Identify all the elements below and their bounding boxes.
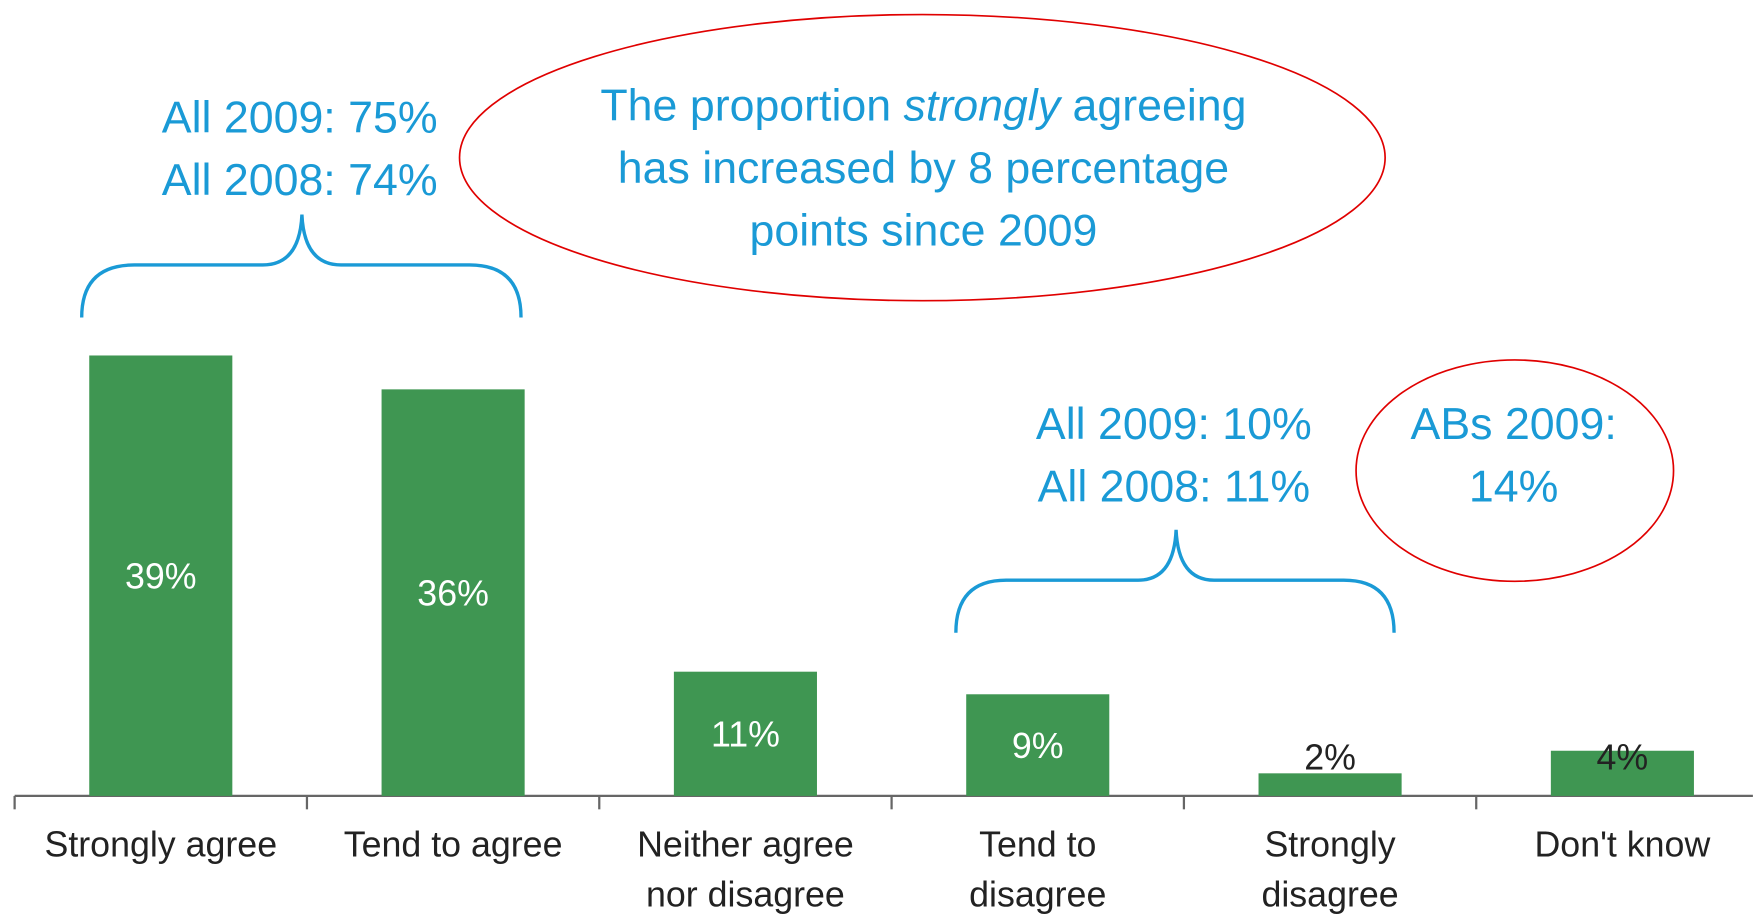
label-line: Tend to agree xyxy=(344,825,563,865)
value-label: 9% xyxy=(1012,726,1064,766)
bar xyxy=(89,355,233,796)
bar xyxy=(1258,773,1402,796)
x-tick-label: Tend to disagree xyxy=(969,825,1106,915)
value-label: 2% xyxy=(1304,738,1356,778)
label-line: Neither agree xyxy=(637,825,854,865)
label-line: disagree xyxy=(1261,875,1398,915)
annotation: All 2008: 74% xyxy=(162,156,438,205)
x-tick-label: Strongly agree xyxy=(44,825,277,865)
bar xyxy=(966,694,1110,796)
annotation-part: strongly xyxy=(904,81,1063,130)
value-label: 36% xyxy=(417,573,489,613)
annotation: All 2009: 75% xyxy=(162,94,438,143)
highlight-ellipse xyxy=(458,13,1386,302)
annotation: ABs 2009: xyxy=(1411,400,1617,449)
x-tick-label: Don't know xyxy=(1534,825,1710,865)
highlight-ellipse xyxy=(1355,359,1675,583)
annotation-part: The proportion xyxy=(600,81,903,130)
label-line: Strongly xyxy=(1264,825,1395,865)
x-tick-label: Tend to agree xyxy=(344,825,563,865)
annotation: The proportion strongly agreeing xyxy=(600,81,1246,130)
bar xyxy=(1550,750,1694,796)
label-line: Strongly agree xyxy=(44,825,277,865)
label-line: disagree xyxy=(969,875,1106,915)
brace xyxy=(954,529,1396,633)
label-line: Don't know xyxy=(1534,825,1710,865)
annotation: 14% xyxy=(1469,462,1558,511)
annotation: All 2008: 11% xyxy=(1038,462,1311,511)
label-line: Tend to xyxy=(979,825,1096,865)
annotation: All 2009: 10% xyxy=(1036,400,1312,449)
brace xyxy=(80,214,523,318)
value-label: 39% xyxy=(125,557,197,597)
x-tick-label: Strongly disagree xyxy=(1261,825,1398,915)
annotation: points since 2009 xyxy=(749,206,1097,255)
bar xyxy=(673,671,817,796)
value-label: 4% xyxy=(1597,738,1649,778)
bar xyxy=(381,389,525,796)
annotation-part: agreeing xyxy=(1060,81,1246,130)
label-line: nor disagree xyxy=(646,875,845,915)
value-label: 11% xyxy=(711,715,780,755)
annotation: has increased by 8 percentage xyxy=(618,144,1229,193)
x-tick-label: Neither agree nor disagree xyxy=(637,825,854,915)
